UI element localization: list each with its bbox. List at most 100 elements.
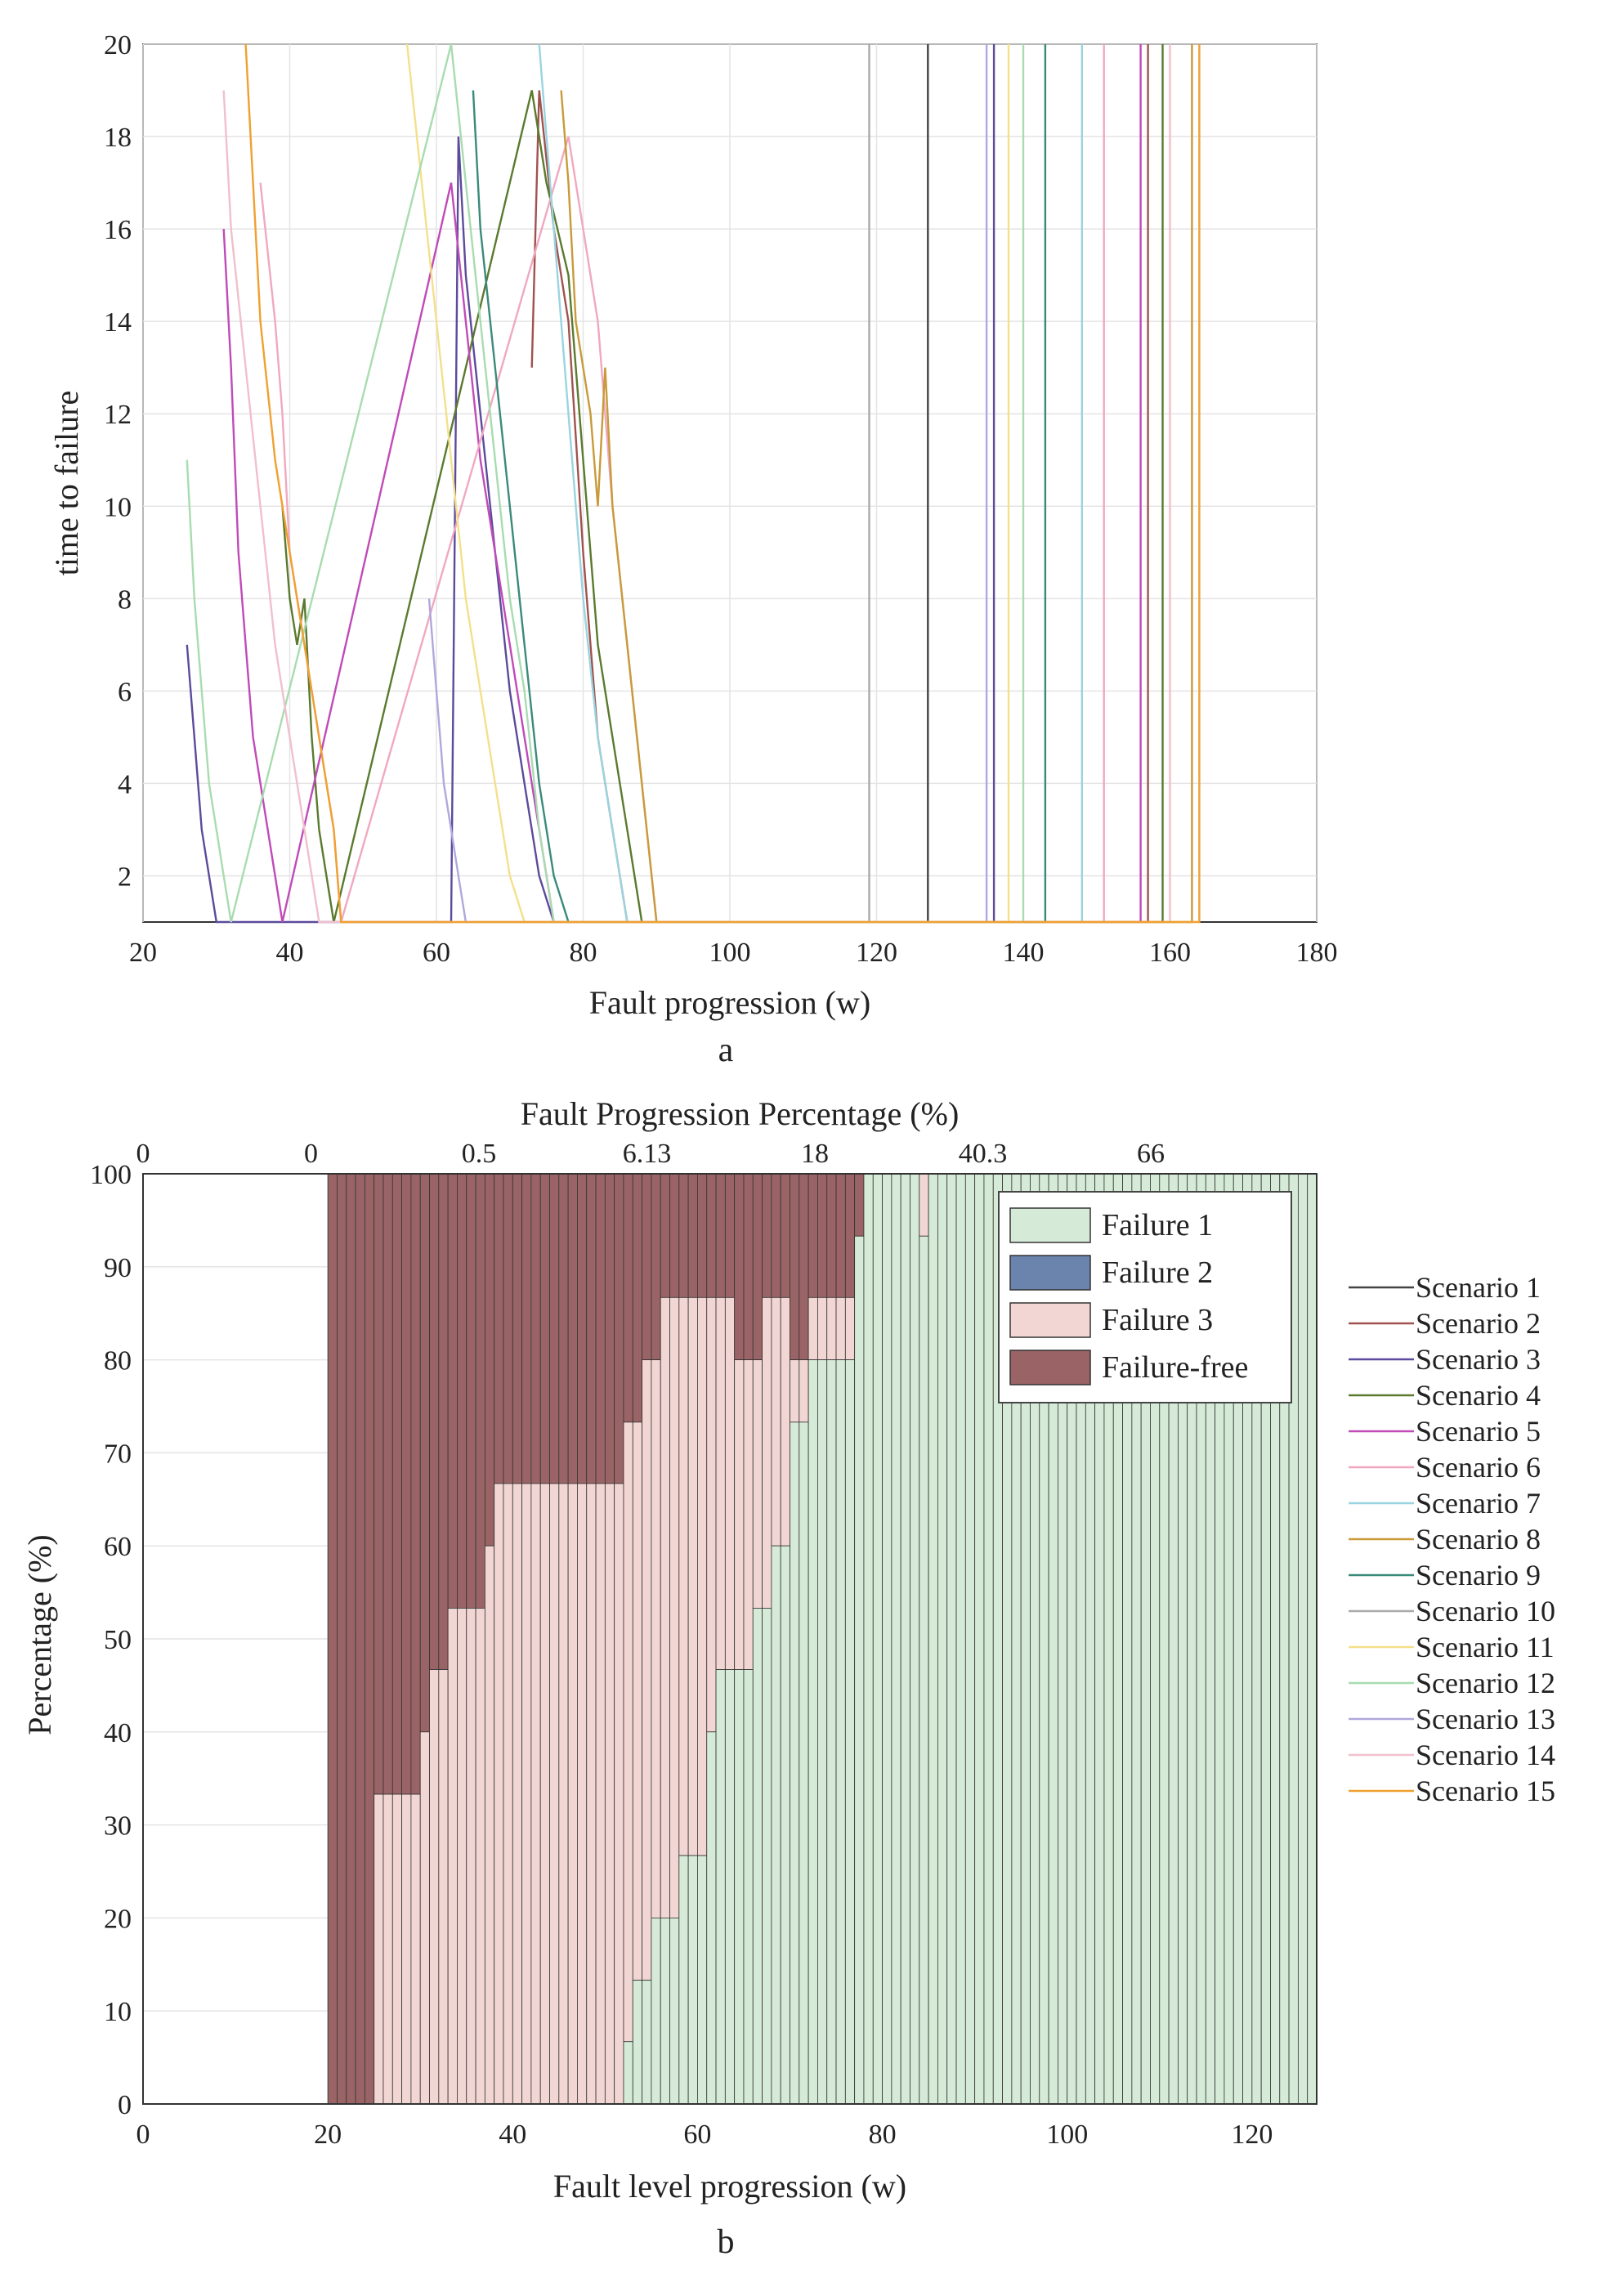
bar-group [494,1173,504,2105]
bar-failure-free [391,1173,402,1795]
bar-failure-3 [790,1359,800,1423]
bar-failure-free [429,1173,440,1670]
bar-failure-free [539,1173,550,1484]
bar-failure-free [817,1173,828,1298]
y-tick-label-b: 60 [104,1532,132,1562]
bar-failure-3 [632,1421,642,1981]
x-tick-label-b: 0 [136,2120,150,2150]
bar-failure-3 [604,1483,615,2105]
y-tick-label-a: 8 [118,584,132,615]
bar-failure-1 [669,1917,680,2105]
bar-failure-free [623,1173,633,1423]
bar-group [623,1173,633,2105]
bar-group [346,1173,356,2105]
bar-failure-free [660,1173,670,1298]
bar-failure-free [771,1173,781,1298]
bar-failure-3 [835,1296,846,1361]
x-tick-label-a: 160 [1149,938,1191,968]
plot-frame-b [142,1173,1318,2105]
bar-failure-3 [457,1608,468,2105]
bar-group [401,1173,412,2105]
y-tick-label-a: 16 [104,215,132,245]
bar-group [752,1173,763,2105]
bar-failure-3 [799,1359,809,1423]
x-tick-label-a: 140 [1003,938,1045,968]
bar-group [863,1173,874,2105]
bar-group [687,1173,698,2105]
bar-group [419,1173,430,2105]
bar-failure-3 [419,1731,430,2105]
bar-failure-free [826,1173,837,1298]
bar-failure-free [669,1173,680,1298]
x-tick-label-a: 100 [709,938,751,968]
bar-failure-3 [503,1483,513,2105]
bar-failure-3 [475,1608,485,2105]
failure-legend: Failure 1 Failure 2 Failure 3 Failure-free [998,1191,1292,1403]
bar-group [466,1173,476,2105]
bar-failure-1 [826,1359,837,2105]
bars-group-b [143,1173,1318,2105]
bar-failure-free [752,1173,763,1361]
bar-group [724,1173,736,2105]
bar-failure-free [355,1173,365,2105]
bar-failure-3 [401,1793,412,2105]
bar-failure-free [595,1173,606,1484]
bar-failure-free [632,1173,642,1423]
bar-failure-1 [790,1421,800,2105]
bar-failure-1 [910,1173,920,2105]
bar-group [817,1173,828,2105]
bar-failure-free [346,1173,356,2105]
legend-label-failure-2: Failure 2 [1102,1256,1213,1290]
bar-failure-3 [706,1296,717,1733]
bar-failure-1 [632,1980,642,2105]
bar-failure-free [808,1173,818,1298]
bar-group [669,1173,680,2105]
bar-failure-1 [872,1173,883,2105]
bar-group [826,1173,837,2105]
bar-failure-free [734,1173,745,1361]
bar-failure-1 [808,1359,818,2105]
y-tick-label-a: 14 [104,307,132,338]
bar-group [1307,1173,1318,2105]
bar-failure-3 [484,1545,495,2105]
bar-failure-3 [817,1296,828,1361]
bar-group [835,1173,846,2105]
y-tick-label-b: 40 [104,1718,132,1748]
bar-failure-free [715,1173,726,1298]
chart-b: Fault Progression Percentage (%) 0 0 0.5 6.… [21,1095,1318,2261]
x-tick-label-a: 40 [276,938,304,968]
bar-group [762,1173,772,2105]
x2-tick-label-b: 0 [136,1139,150,1169]
bar-failure-free [475,1173,485,1609]
bar-failure-free [678,1173,689,1298]
x-tick-label-a: 60 [423,938,450,968]
y-tick-label-b: 100 [90,1160,132,1190]
chart-a: 20 40 60 80 100 120 140 160 180 2 4 6 8 10 12 14 16 18 20… [48,30,1338,1069]
series-line-scenario-15 [244,43,1201,924]
bar-failure-3 [771,1296,781,1547]
y-tick-label-b: 10 [104,1997,132,2027]
bar-failure-free [706,1173,717,1298]
bar-failure-1 [1297,1173,1309,2105]
bar-failure-free [844,1173,856,1298]
bar-failure-3 [595,1483,606,2105]
x2-axis-label-b: Fault Progression Percentage (%) [521,1095,960,1132]
bar-group [475,1173,485,2105]
bar-group [484,1173,495,2105]
bar-failure-3 [780,1296,790,1547]
bar-failure-3 [410,1793,421,2105]
bar-failure-free [586,1173,597,1484]
y-tick-label-a: 4 [118,769,132,799]
bar-failure-1 [724,1669,736,2105]
bar-group [660,1173,670,2105]
bar-failure-1 [762,1608,772,2105]
bar-failure-3 [678,1296,689,1856]
x-tick-label-a: 80 [570,938,597,968]
y-tick-label-a: 6 [118,677,132,707]
bar-group [457,1173,468,2105]
bar-group [808,1173,818,2105]
bar-failure-free [512,1173,522,1484]
x-tick-label-b: 100 [1046,2120,1088,2150]
bar-failure-1 [697,1855,708,2105]
